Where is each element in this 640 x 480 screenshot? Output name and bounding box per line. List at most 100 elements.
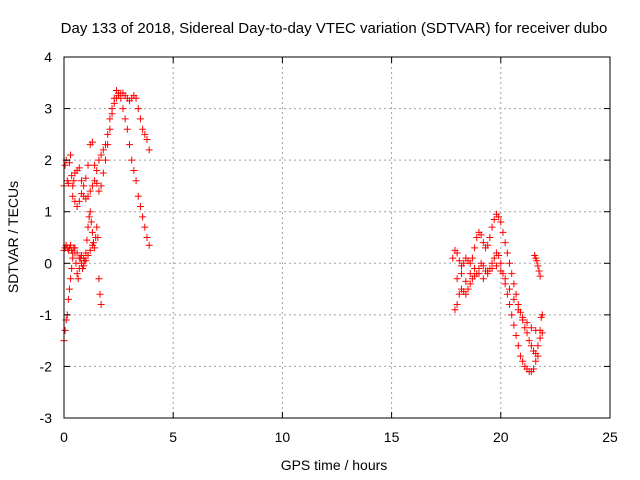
data-point-plus [73,270,81,278]
data-point-plus [136,203,144,211]
data-point-plus [143,234,151,241]
data-point-plus [85,213,93,221]
series-early-low-band [60,208,105,345]
data-point-plus [466,280,474,288]
data-point-plus [514,306,522,314]
data-point-plus [455,290,463,298]
data-point-plus [123,125,131,133]
data-point-plus [67,275,75,283]
data-point-plus [516,352,524,360]
data-point-plus [521,324,529,332]
data-point-plus [490,215,498,223]
data-point-plus [88,228,96,236]
y-tick-label: -3 [40,410,53,426]
data-point-plus [536,334,544,342]
data-point-plus [503,290,511,298]
data-point-plus [484,241,492,249]
data-point-plus [99,169,107,177]
data-point-plus [87,218,95,226]
data-point-plus [73,249,81,257]
data-point-plus [61,326,69,334]
data-point-plus [104,130,112,138]
data-point-plus [119,105,127,113]
data-point-plus [75,197,83,205]
data-points [60,87,546,376]
x-tick-label: 25 [602,429,618,445]
data-point-plus [73,203,81,211]
data-point-plus [88,241,96,249]
data-point-plus [495,252,503,260]
grid-layer [64,57,610,418]
data-point-plus [479,239,487,247]
data-point-plus [84,192,92,200]
data-point-plus [95,275,103,283]
data-point-plus [69,192,77,200]
data-point-plus [61,161,69,169]
data-point-plus [490,254,498,262]
data-point-plus [519,357,527,365]
data-point-plus [121,115,129,123]
data-point-plus [83,236,91,244]
data-point-plus [468,254,476,262]
data-point-plus [93,223,101,231]
data-point-plus [75,164,83,172]
data-point-plus [108,105,116,113]
series-early-high-band [60,89,153,195]
y-tick-label: 2 [44,152,52,168]
data-point-plus [486,234,494,241]
data-point-plus [74,275,82,283]
data-point-plus [130,166,138,174]
data-point-plus [80,262,88,270]
data-point-plus [93,166,101,174]
data-point-plus [503,249,511,257]
data-point-plus [97,301,105,309]
data-point-plus [95,187,103,195]
data-point-plus [86,187,94,195]
data-point-plus [126,141,134,149]
data-point-plus [501,239,509,247]
data-point-plus [86,208,94,216]
data-point-plus [82,257,90,265]
y-tick-label: -1 [40,307,53,323]
data-point-plus [453,301,461,309]
data-point-plus [506,259,514,267]
data-point-plus [462,290,470,298]
data-point-plus [134,192,142,200]
data-point-plus [97,151,105,159]
data-point-plus [64,295,72,303]
data-point-plus [466,270,474,278]
data-point-plus [530,365,538,373]
data-point-plus [97,182,105,190]
data-point-plus [464,285,472,293]
data-point-plus [508,270,516,278]
data-point-plus [527,324,535,332]
x-tick-label: 10 [275,429,291,445]
data-point-plus [495,213,503,221]
data-point-plus [67,151,75,159]
data-point-plus [101,156,109,164]
data-point-plus [462,277,470,285]
data-point-plus [514,342,522,350]
data-point-plus [536,326,544,334]
data-point-plus [501,275,509,283]
data-point-plus [106,115,114,123]
y-tick-label: 1 [44,204,52,220]
data-point-plus [94,234,102,241]
data-point-plus [534,342,542,350]
data-point-plus [527,342,535,350]
data-point-plus [80,182,88,190]
data-point-plus [492,262,500,270]
data-point-plus [471,244,479,252]
data-point-plus [497,267,505,275]
data-point-plus [136,115,144,123]
data-point-plus [477,231,485,239]
data-point-plus [67,241,75,249]
data-point-plus [117,94,125,102]
data-point-plus [475,270,483,278]
data-point-plus [115,89,123,97]
data-point-plus [532,357,540,365]
data-point-plus [488,223,496,231]
data-point-plus [132,177,140,185]
series-late-zero-band [453,262,544,334]
